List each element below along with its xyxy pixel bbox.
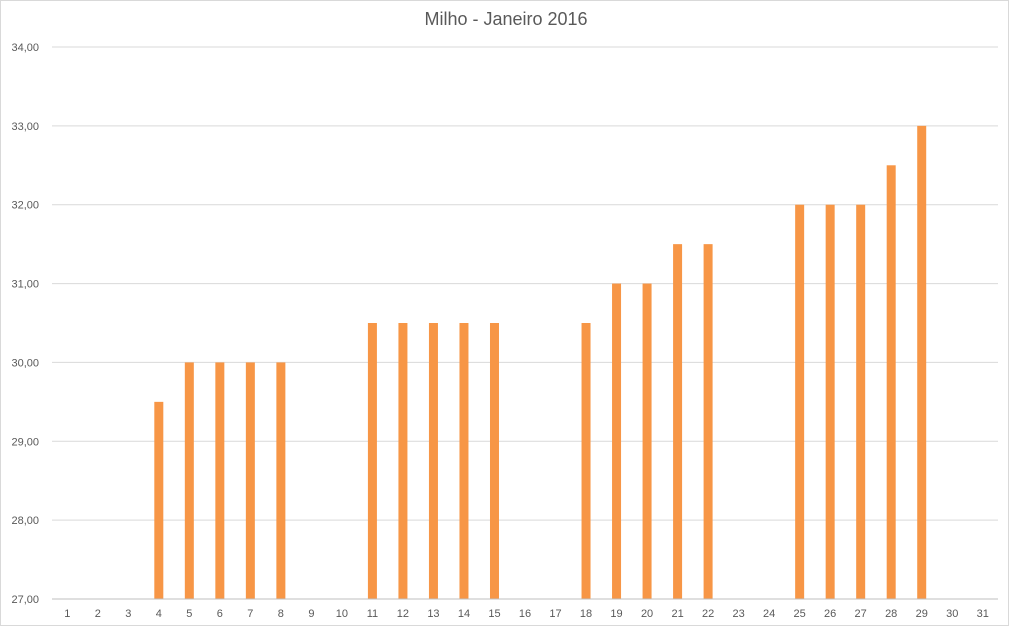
x-tick-label: 23 [732,608,744,620]
x-tick-label: 15 [488,608,500,620]
y-tick-label: 31,00 [11,279,39,291]
x-tick-label: 28 [885,608,897,620]
y-tick-label: 27,00 [11,594,39,606]
y-tick-label: 33,00 [11,121,39,133]
bar [367,323,377,599]
x-tick-label: 31 [977,608,989,620]
x-tick-label: 25 [794,608,806,620]
bars [154,125,927,600]
bar [398,323,408,599]
x-tick-label: 18 [580,608,592,620]
chart-title: Milho - Janeiro 2016 [424,9,587,29]
x-tick-label: 5 [186,608,192,620]
bar [428,323,438,599]
x-tick-label: 30 [946,608,958,620]
bar [184,362,194,599]
bar [673,244,683,599]
bar [581,323,591,599]
x-tick-label: 1 [64,608,70,620]
y-tick-label: 30,00 [11,357,39,369]
x-tick-label: 29 [916,608,928,620]
gridlines [52,46,998,521]
bar [154,401,164,599]
bar [917,125,927,599]
bar [886,165,896,600]
x-tick-label: 4 [156,608,162,620]
x-tick-label: 20 [641,608,653,620]
y-tick-label: 32,00 [11,200,39,212]
x-tick-label: 27 [855,608,867,620]
x-tick-label: 13 [427,608,439,620]
x-tick-label: 26 [824,608,836,620]
bar [825,204,835,599]
bar [276,362,286,599]
bar [642,283,652,599]
bar [612,283,622,599]
bar [459,323,469,599]
x-tick-label: 12 [397,608,409,620]
bar [215,362,225,599]
bar [245,362,255,599]
x-tick-label: 2 [95,608,101,620]
y-tick-label: 34,00 [11,42,39,54]
x-tick-label: 3 [125,608,131,620]
x-tick-label: 6 [217,608,223,620]
x-tick-label: 9 [308,608,314,620]
y-axis-labels: 27,00 28,00 29,00 30,00 31,00 32,00 33,00 34,00 [11,42,39,606]
x-tick-label: 10 [336,608,348,620]
x-tick-label: 16 [519,608,531,620]
x-tick-label: 22 [702,608,714,620]
x-tick-label: 14 [458,608,470,620]
x-tick-label: 21 [671,608,683,620]
x-tick-label: 8 [278,608,284,620]
x-tick-label: 7 [247,608,253,620]
x-tick-label: 11 [367,608,378,620]
bar [489,323,499,599]
y-tick-label: 29,00 [11,436,39,448]
x-tick-label: 24 [763,608,775,620]
x-axis-labels: 1 2 3 4 5 6 7 8 9 10 11 12 13 14 15 16 17 18 19 20 21 22 23 24 2… [64,608,989,620]
bar [856,204,866,599]
bar [703,244,713,599]
bar [795,204,805,599]
x-tick-label: 17 [549,608,561,620]
x-tick-label: 19 [610,608,622,620]
y-tick-label: 28,00 [11,515,39,527]
